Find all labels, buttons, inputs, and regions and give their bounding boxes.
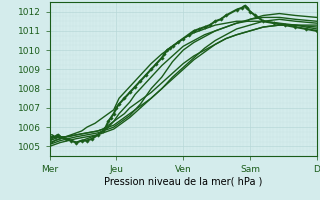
X-axis label: Pression niveau de la mer( hPa ): Pression niveau de la mer( hPa ) — [104, 177, 262, 187]
